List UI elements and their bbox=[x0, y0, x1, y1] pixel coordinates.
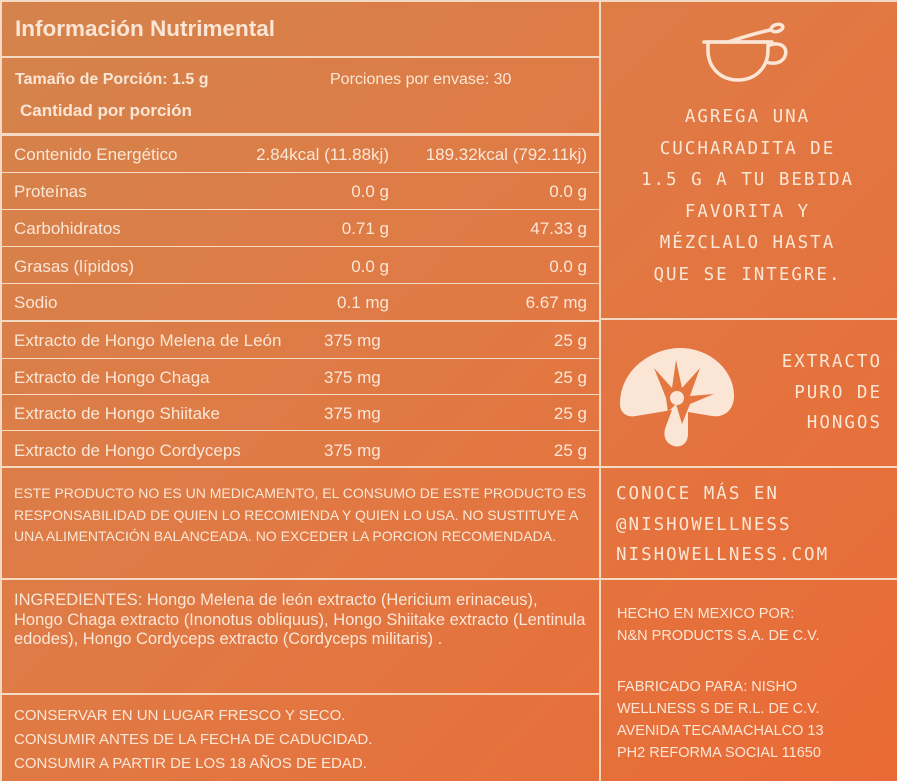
row-separator bbox=[0, 209, 600, 210]
social-handle: @NISHOWELLNESS bbox=[616, 514, 792, 535]
table-bottom-divider bbox=[0, 466, 897, 468]
extract-row-per-portion: 375 mg bbox=[324, 331, 381, 350]
nutrition-row-per-portion: 0.71 g bbox=[341, 219, 389, 238]
nutrition-row-total: 6.67 mg bbox=[525, 293, 587, 312]
manufactured-for-line: WELLNESS S DE R.L. DE C.V. bbox=[617, 701, 820, 717]
made-in-line: HECHO EN MEXICO POR: bbox=[617, 606, 795, 622]
cup-icon bbox=[700, 10, 800, 90]
disclaimer-divider bbox=[0, 578, 897, 580]
extract-row-label: Extracto de Hongo Melena de León bbox=[14, 331, 282, 350]
made-in-line: N&N PRODUCTS S.A. DE C.V. bbox=[617, 628, 820, 644]
extract-row-per-portion: 375 mg bbox=[324, 368, 381, 387]
usage-line: 1.5 G A TU BEBIDA bbox=[640, 170, 855, 190]
extract-row-label: Extracto de Hongo Shiitake bbox=[14, 404, 221, 423]
extract-row-total: 25 g bbox=[553, 368, 587, 387]
nutrition-row-label: Contenido Energético bbox=[14, 145, 178, 164]
usage-line: CUCHARADITA DE bbox=[659, 138, 836, 159]
nutrition-row-total: 0.0 g bbox=[549, 182, 587, 201]
manufactured-for-line: FABRICADO PARA: NISHO bbox=[617, 679, 798, 695]
nutrition-row-per-portion: 0.0 g bbox=[351, 182, 389, 201]
nutrition-row-per-portion: 2.84kcal (11.88kj) bbox=[256, 145, 389, 164]
page-title: Información Nutrimental bbox=[15, 16, 276, 41]
row-separator bbox=[0, 172, 600, 173]
row-separator bbox=[0, 394, 600, 395]
extract-row-per-portion: 375 mg bbox=[324, 441, 381, 460]
manufactured-for-line: PH2 REFORMA SOCIAL 11650 bbox=[617, 745, 821, 761]
amount-per-serving: Cantidad por porción bbox=[20, 101, 192, 120]
extract-line: EXTRACTO bbox=[781, 352, 882, 372]
usage-line: MÉZCLALO HASTA bbox=[659, 233, 836, 253]
storage-line: CONSUMIR A PARTIR DE LOS 18 AÑOS DE EDAD… bbox=[14, 755, 367, 772]
usage-line: QUE SE INTEGRE. bbox=[653, 264, 842, 285]
manufactured-for-line: AVENIDA TECAMACHALCO 13 bbox=[617, 723, 824, 739]
nutrition-row-total: 0.0 g bbox=[549, 257, 587, 276]
top-border bbox=[0, 0, 897, 2]
nutrition-row-total: 47.33 g bbox=[530, 219, 587, 238]
extract-line: HONGOS bbox=[806, 413, 882, 433]
usage-line: AGREGA UNA bbox=[684, 107, 811, 127]
nutrients-extracts-divider bbox=[0, 320, 600, 322]
title-divider bbox=[0, 56, 600, 58]
header-divider bbox=[0, 133, 600, 136]
extract-row-total: 25 g bbox=[553, 441, 587, 460]
extract-row-label: Extracto de Hongo Cordyceps bbox=[14, 441, 241, 460]
nutrition-row-label: Carbohidratos bbox=[14, 219, 121, 238]
disclaimer-text: ESTE PRODUCTO NO ES UN MEDICAMENTO, EL C… bbox=[14, 485, 587, 544]
website-text: NISHOWELLNESS.COM bbox=[616, 545, 830, 565]
right-usage-divider bbox=[600, 318, 897, 320]
servings-per-container: Porciones por envase: 30 bbox=[330, 71, 512, 88]
left-border bbox=[0, 0, 2, 781]
serving-size: Tamaño de Porción: 1.5 g bbox=[15, 71, 209, 88]
extract-row-label: Extracto de Hongo Chaga bbox=[14, 368, 210, 387]
contact-heading: CONOCE MÁS EN bbox=[616, 484, 779, 504]
nutrition-row-total: 189.32kcal (792.11kj) bbox=[425, 145, 587, 164]
storage-line: CONSUMIR ANTES DE LA FECHA DE CADUCIDAD. bbox=[14, 731, 373, 748]
row-separator bbox=[0, 358, 600, 359]
row-separator bbox=[0, 283, 600, 284]
ingredients-divider bbox=[0, 693, 600, 695]
nutrition-row-per-portion: 0.1 mg bbox=[337, 293, 389, 312]
usage-line: FAVORITA Y bbox=[684, 201, 811, 222]
storage-line: CONSERVAR EN UN LUGAR FRESCO Y SECO. bbox=[14, 707, 346, 724]
ingredients-text: INGREDIENTES: Hongo Melena de león extra… bbox=[14, 591, 586, 648]
mushroom-icon bbox=[614, 338, 738, 450]
nutrition-row-label: Sodio bbox=[14, 293, 58, 312]
row-separator bbox=[0, 246, 600, 247]
extract-row-total: 25 g bbox=[553, 331, 587, 350]
row-separator bbox=[0, 430, 600, 431]
column-divider bbox=[599, 0, 601, 781]
nutrition-row-per-portion: 0.0 g bbox=[351, 257, 389, 276]
extract-row-total: 25 g bbox=[553, 404, 587, 423]
extract-row-per-portion: 375 mg bbox=[324, 404, 381, 423]
nutrition-row-label: Grasas (lípidos) bbox=[14, 257, 134, 276]
extract-line: PURO DE bbox=[794, 382, 882, 403]
nutrition-row-label: Proteínas bbox=[14, 182, 87, 201]
